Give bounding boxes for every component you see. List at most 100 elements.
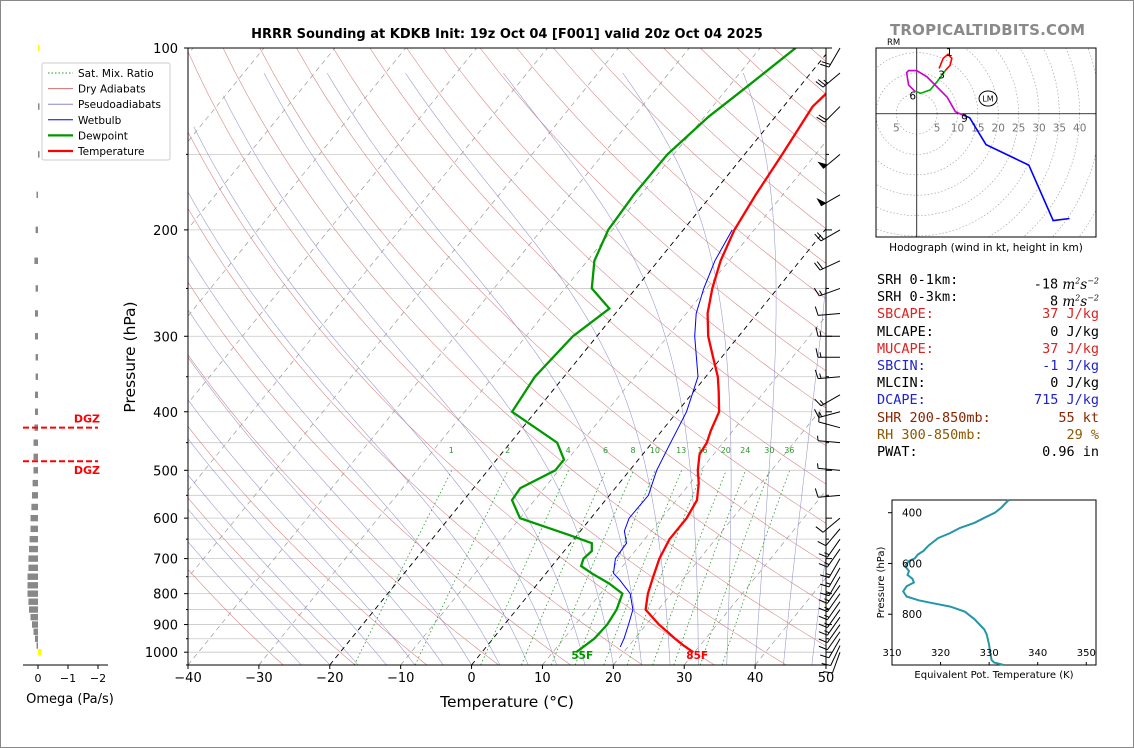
x-tick-label: 40 bbox=[747, 671, 764, 686]
wind-barb-full bbox=[818, 615, 828, 621]
omega-bar bbox=[32, 492, 38, 499]
wind-barb bbox=[818, 631, 841, 651]
wind-barb-shaft bbox=[826, 609, 841, 628]
wind-barb bbox=[820, 47, 841, 68]
wind-barb-shaft bbox=[819, 287, 841, 297]
pseudoadiabat bbox=[188, 541, 302, 665]
y-tick-label: 900 bbox=[153, 619, 178, 634]
index-row: MLCAPE: 0 J/kg bbox=[877, 324, 1099, 341]
wind-barb-shaft bbox=[822, 154, 841, 169]
y-tick-label: 600 bbox=[153, 512, 178, 527]
zero-isotherm bbox=[471, 228, 826, 665]
pseudoadiabat bbox=[223, 95, 586, 665]
hodograph-ring-label: 40 bbox=[1073, 123, 1086, 135]
wind-barb bbox=[814, 369, 841, 380]
wind-barb-shaft bbox=[818, 467, 841, 471]
lm-label: LM bbox=[982, 95, 993, 104]
mixing-ratio-line bbox=[574, 470, 656, 665]
mixing-ratio-line bbox=[652, 470, 727, 665]
wind-barb-full bbox=[817, 541, 827, 547]
dry-adiabat bbox=[188, 281, 571, 665]
mixing-ratio-line bbox=[353, 470, 453, 665]
omega-bar bbox=[38, 648, 42, 656]
wind-barb bbox=[815, 517, 841, 533]
dry-adiabat bbox=[479, 48, 826, 372]
omega-bar bbox=[35, 310, 38, 317]
index-row: SRH 0-3km: 8 m2s−2 bbox=[877, 289, 1099, 310]
legend-label: Wetbulb bbox=[78, 115, 122, 127]
theta-e-line bbox=[901, 499, 1010, 666]
mixing-ratio-line bbox=[414, 470, 509, 665]
mixing-ratio-label: 1 bbox=[449, 446, 454, 455]
dry-adiabat bbox=[259, 48, 826, 605]
index-value: 37 J/kg bbox=[1042, 306, 1099, 323]
y-tick-label: 400 bbox=[153, 406, 178, 421]
pseudoadiabat bbox=[188, 309, 472, 665]
index-label: SRH 0-1km: bbox=[877, 272, 959, 288]
profile-lines bbox=[510, 48, 826, 654]
mixing-ratio-label: 20 bbox=[721, 446, 731, 455]
wind-barb bbox=[816, 106, 841, 123]
mixing-ratio-label: 30 bbox=[764, 446, 774, 455]
wind-barb-full bbox=[818, 553, 828, 558]
wind-barb bbox=[818, 585, 841, 604]
pseudoadiabat bbox=[188, 255, 501, 665]
index-label: PWAT: bbox=[877, 443, 918, 460]
temperature-line bbox=[644, 92, 826, 654]
wind-barb-half bbox=[824, 614, 830, 618]
dry-adiabat bbox=[296, 48, 826, 564]
omega-panel: 0 −1 −2 Omega (Pa/s) DGZ DGZ bbox=[23, 44, 114, 707]
isotherm bbox=[188, 48, 548, 492]
omega-bar bbox=[35, 408, 38, 415]
wind-barb bbox=[815, 348, 840, 358]
omega-bar bbox=[28, 555, 38, 562]
dgz-label-top: DGZ bbox=[74, 413, 100, 426]
wind-barb bbox=[817, 435, 841, 444]
wind-barb-half bbox=[825, 582, 831, 585]
wind-barb-full bbox=[814, 233, 822, 242]
wind-barb-half bbox=[823, 79, 829, 84]
wind-barb-shaft bbox=[826, 601, 841, 621]
mixing-ratio-label: 13 bbox=[676, 446, 686, 455]
hodograph-segment bbox=[914, 70, 946, 95]
wind-barb-shaft bbox=[826, 593, 841, 612]
omega-bar bbox=[35, 226, 38, 234]
omega-axis-label: Omega (Pa/s) bbox=[26, 692, 114, 707]
omega-bar bbox=[35, 354, 38, 361]
hodograph-height-label: 1 bbox=[946, 47, 953, 59]
dry-adiabat bbox=[188, 131, 715, 665]
index-label: RH 300-850mb: bbox=[877, 426, 983, 443]
pseudoadiabat bbox=[188, 438, 387, 665]
pseudoadiabat bbox=[783, 280, 826, 665]
legend: Sat. Mix. Ratio Dry Adiabats Pseudoadiabat… bbox=[41, 62, 171, 161]
index-label: SBCAPE: bbox=[877, 306, 934, 323]
index-unit: m2s−2 bbox=[1058, 276, 1099, 293]
wind-barb-shaft bbox=[830, 645, 841, 666]
index-row: RH 300-850mb: 29 % bbox=[877, 427, 1099, 444]
lm-marker bbox=[978, 90, 998, 107]
wind-barb-shaft bbox=[820, 229, 841, 242]
isotherm bbox=[258, 48, 761, 665]
theta-e-y-tick-label: 800 bbox=[902, 609, 922, 621]
wind-barb bbox=[814, 394, 841, 407]
y-tick-label: 800 bbox=[153, 588, 178, 603]
index-value: 8 m2s−2 bbox=[1049, 293, 1099, 310]
dry-adiabat bbox=[188, 497, 356, 665]
dry-adiabat bbox=[188, 568, 284, 665]
wind-barb-half bbox=[819, 400, 824, 405]
omega-bar bbox=[28, 564, 38, 572]
index-label: MLCAPE: bbox=[877, 323, 934, 340]
mixing-ratio-label: 36 bbox=[784, 446, 794, 455]
theta-e-x-tick-label: 330 bbox=[980, 648, 999, 659]
wind-barb-shaft bbox=[825, 528, 841, 547]
index-row: SBCAPE: 37 J/kg bbox=[877, 306, 1099, 323]
index-label: SHR 200-850mb: bbox=[877, 409, 991, 426]
dry-adiabat bbox=[516, 48, 826, 335]
wind-barb bbox=[818, 601, 841, 621]
dry-adiabat bbox=[332, 48, 826, 524]
wind-barb-shaft bbox=[820, 394, 841, 407]
wind-barb-shaft bbox=[828, 638, 841, 659]
wind-barb bbox=[820, 638, 841, 659]
legend-box bbox=[41, 62, 171, 161]
